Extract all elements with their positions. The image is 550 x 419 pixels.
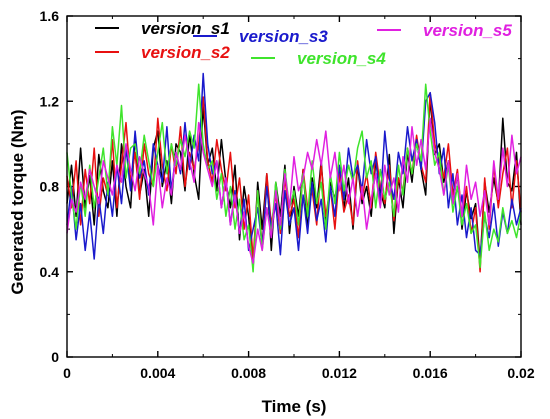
x-axis-ticks: 0 0.004 0.008 0.012 0.016 0.02 xyxy=(63,16,535,381)
x-tick-label: 0.004 xyxy=(140,365,175,381)
series-line-version-s3 xyxy=(66,72,522,260)
y-tick-label: 0 xyxy=(51,349,59,365)
legend-label: version_s4 xyxy=(297,49,386,68)
legend-label: version_s1 xyxy=(141,19,230,38)
x-tick-label: 0 xyxy=(63,365,71,381)
legend-label: version_s3 xyxy=(239,27,328,46)
legend-label: version_s2 xyxy=(141,43,230,62)
x-tick-label: 0.012 xyxy=(322,365,357,381)
x-tick-label: 0.02 xyxy=(507,365,534,381)
y-tick-label: 1.6 xyxy=(40,8,60,24)
legend-label: version_s5 xyxy=(423,21,512,40)
y-tick-label: 1.2 xyxy=(40,93,60,109)
y-axis-title: Generated torque (Nm) xyxy=(8,109,27,294)
y-axis-ticks: 0 0.4 0.8 1.2 1.6 xyxy=(40,8,521,365)
x-tick-label: 0.008 xyxy=(231,365,266,381)
x-tick-label: 0.016 xyxy=(413,365,448,381)
legend: version_s1 version_s2 version_s3 version_s4… xyxy=(95,19,512,68)
y-tick-label: 0.8 xyxy=(40,179,60,195)
plot-frame xyxy=(66,15,522,358)
x-axis-title: Time (s) xyxy=(262,397,327,416)
series-lines xyxy=(66,72,522,273)
series-line-version-s5 xyxy=(66,117,522,264)
y-tick-label: 0.4 xyxy=(40,264,60,280)
